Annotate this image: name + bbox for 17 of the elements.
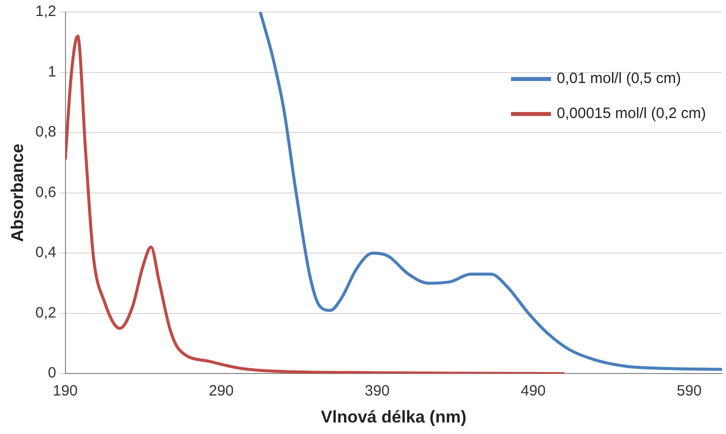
legend-label: 0,01 mol/l (0,5 cm) [556, 70, 681, 87]
legend-label: 0,00015 mol/l (0,2 cm) [556, 105, 706, 122]
x-tick-label: 490 [520, 382, 546, 400]
y-tick-label: 0,6 [35, 184, 56, 201]
y-tick-label: 1,2 [35, 3, 56, 20]
y-tick-label: 1 [48, 63, 56, 80]
x-tick-label: 290 [208, 382, 234, 400]
y-tick-label: 0,2 [35, 304, 56, 322]
x-tick-label: 190 [52, 382, 78, 400]
y-axis-title: Absorbance [8, 144, 27, 242]
x-tick-label: 390 [364, 382, 390, 400]
x-axis-title: Vlnová délka (nm) [320, 407, 466, 426]
y-tick-label: 0,8 [35, 124, 56, 141]
y-tick-label: 0,4 [35, 244, 56, 262]
line-series [258, 12, 722, 371]
y-tick-label: 0 [48, 364, 56, 382]
x-tick-label: 590 [676, 382, 702, 400]
